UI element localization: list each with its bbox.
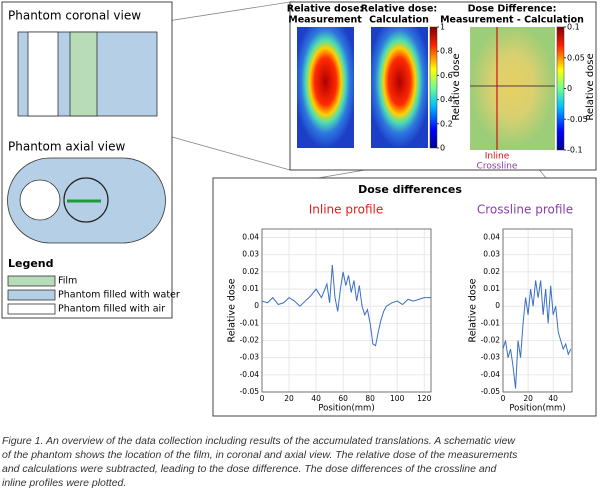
axial-title: Phantom axial view <box>8 140 125 154</box>
legend-title: Legend <box>8 257 54 270</box>
map-title: Dose Difference: <box>468 4 557 15</box>
section-title: Dose differences <box>358 183 462 196</box>
colorbar-tick-label: 0 <box>440 144 445 153</box>
plot-frame <box>502 228 573 393</box>
colorbar-tick-label: 0.6 <box>440 71 453 80</box>
y-tick-label: 0.01 <box>242 284 259 293</box>
map-title: Measurement - Calculation <box>440 15 584 26</box>
map-title: Calculation <box>369 15 429 26</box>
x-tick-label: 20 <box>284 394 294 403</box>
y-tick-label: 0.02 <box>242 267 259 276</box>
coronal-schematic <box>17 31 158 117</box>
plot-frame <box>261 228 432 393</box>
colorbar-tick-label: -0.1 <box>567 146 583 155</box>
y-tick-label: -0.04 <box>481 370 501 379</box>
caption: Figure 1. An overview of the data collec… <box>2 435 518 489</box>
colorbar-tick-label: -0.05 <box>567 115 588 124</box>
data-line <box>502 280 572 389</box>
coronal-title: Phantom coronal view <box>8 9 141 23</box>
colorbar-tick-label: 0.1 <box>567 23 580 32</box>
chart-title: Crossline profile <box>477 203 573 217</box>
inline-label: Inline <box>485 152 510 162</box>
y-tick-label: -0.03 <box>481 353 501 362</box>
colorbar-tick-label: 0.8 <box>440 47 453 56</box>
data-line <box>261 264 431 347</box>
x-tick-label: 60 <box>338 394 348 403</box>
caption-line: and calculations were subtracted, leadin… <box>2 463 498 475</box>
x-axis-label: Position(mm) <box>509 404 565 414</box>
heatmaps <box>297 26 565 151</box>
x-tick-label: 80 <box>365 394 375 403</box>
y-tick-label: 0.03 <box>483 250 500 259</box>
legend-label: Phantom filled with water <box>58 290 180 301</box>
map-title: Relative dose: <box>287 4 363 15</box>
map-title: Measurement <box>288 15 362 26</box>
y-tick-label: -0.01 <box>481 318 501 327</box>
x-tick-label: 40 <box>548 394 558 403</box>
legend: Film Phantom filled with water Phantom fil… <box>7 275 180 315</box>
colorbar-label: Relative dose <box>585 53 596 120</box>
chart-title: Inline profile <box>309 203 384 217</box>
crossline-label: Crossline <box>477 162 518 172</box>
y-tick-label: 0.04 <box>483 233 500 242</box>
colorbar-tick-label: 0.2 <box>440 119 453 128</box>
caption-line: Figure 1. An overview of the data collec… <box>2 435 516 447</box>
y-tick-label: -0.03 <box>240 353 260 362</box>
x-tick-label: 100 <box>390 394 405 403</box>
colorbar-tick-label: 0.05 <box>567 53 585 62</box>
x-tick-label: 0 <box>260 394 265 403</box>
x-tick-label: 120 <box>417 394 432 403</box>
y-tick-label: -0.02 <box>240 336 260 345</box>
x-tick-label: 20 <box>523 394 533 403</box>
y-tick-label: -0.02 <box>481 336 501 345</box>
y-tick-label: -0.04 <box>240 370 260 379</box>
y-tick-label: 0.04 <box>242 233 259 242</box>
legend-label: Phantom filled with air <box>58 304 165 315</box>
y-tick-label: 0 <box>495 301 500 310</box>
y-tick-label: 0.02 <box>483 267 500 276</box>
y-axis-label: Relative dose <box>468 278 479 342</box>
legend-swatch <box>7 289 56 301</box>
colorbar-label: Relative dose <box>451 53 462 120</box>
y-tick-label: -0.01 <box>240 318 260 327</box>
y-tick-label: 0.01 <box>483 284 500 293</box>
map-title: Relative dose: <box>361 4 437 15</box>
axial-schematic <box>7 157 166 244</box>
y-axis-label: Relative dose <box>227 278 238 342</box>
legend-label: Film <box>58 276 77 287</box>
caption-line: of the phantom shows the location of the… <box>2 449 518 461</box>
colorbar-tick-label: 0.4 <box>440 95 453 104</box>
caption-line: inline profiles were plotted. <box>2 477 126 489</box>
legend-swatch <box>7 303 56 315</box>
y-tick-label: 0 <box>254 301 259 310</box>
y-tick-label: 0.03 <box>242 250 259 259</box>
y-tick-label: -0.05 <box>481 387 501 396</box>
x-axis-label: Position(mm) <box>318 404 374 414</box>
colorbar-tick-label: 0 <box>567 84 572 93</box>
y-tick-label: -0.05 <box>240 387 260 396</box>
x-tick-label: 40 <box>311 394 321 403</box>
x-tick-label: 0 <box>501 394 506 403</box>
colorbar-tick-label: 1 <box>440 23 445 32</box>
legend-swatch <box>7 275 56 287</box>
